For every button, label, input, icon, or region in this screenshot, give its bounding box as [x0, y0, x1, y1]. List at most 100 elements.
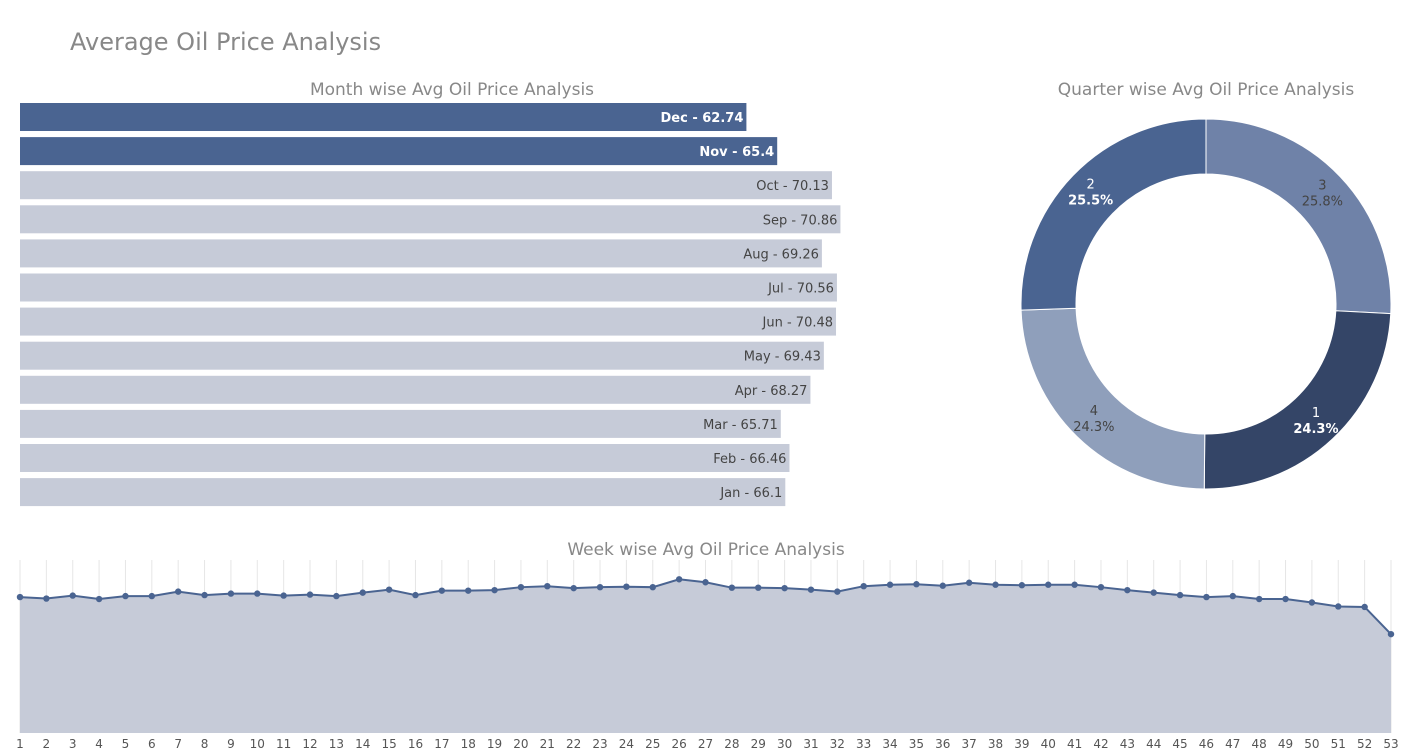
x-tick-label: 40 [1041, 737, 1056, 750]
slice-percent-quarter-2: 25.5% [1068, 193, 1113, 208]
x-tick-label: 19 [487, 737, 502, 750]
quarter-chart-slices: 325.8%124.3%424.3%225.5% [1020, 118, 1392, 490]
x-tick-label: 3 [69, 737, 77, 750]
x-tick-label: 49 [1278, 737, 1293, 750]
x-tick-label: 37 [962, 737, 977, 750]
x-tick-label: 4 [95, 737, 103, 750]
bar-jul [20, 273, 837, 302]
week-point-3 [69, 592, 76, 599]
quarter-donut-chart: Quarter wise Avg Oil Price Analysis 325.… [1020, 80, 1392, 490]
week-point-38 [992, 581, 999, 588]
week-point-15 [385, 586, 393, 593]
bar-jan [20, 478, 786, 507]
week-point-19 [491, 586, 498, 594]
week-point-18 [465, 587, 472, 594]
slice-quarter-4 [1020, 307, 1206, 490]
week-point-40 [1045, 581, 1052, 588]
bar-label-jan: Jan - 66.1 [719, 486, 782, 501]
x-tick-label: 36 [935, 737, 950, 750]
x-tick-label: 30 [777, 737, 792, 750]
week-point-21 [544, 582, 551, 590]
week-point-10 [254, 590, 261, 597]
x-tick-label: 13 [329, 737, 344, 750]
x-tick-label: 53 [1383, 737, 1398, 750]
x-tick-label: 10 [250, 737, 265, 750]
x-tick-label: 9 [227, 737, 235, 750]
x-tick-label: 42 [1093, 737, 1108, 750]
x-tick-label: 50 [1304, 737, 1319, 750]
week-point-34 [886, 581, 894, 588]
slice-label-quarter-4: 4 [1090, 404, 1098, 419]
week-point-29 [755, 584, 762, 591]
month-chart-title: Month wise Avg Oil Price Analysis [310, 80, 594, 100]
bar-sep [20, 205, 841, 234]
x-tick-label: 31 [803, 737, 818, 750]
week-chart-x-ticks: 1 2 3 4 5 6 7 8 9 10 11 12 13 14 15 16 17 18 19 20 21 22 23 24 2… [16, 737, 1398, 750]
x-tick-label: 6 [148, 737, 156, 750]
slice-label-quarter-1: 1 [1312, 406, 1320, 421]
bar-label-nov: Nov - 65.4 [699, 145, 774, 160]
week-point-52 [1361, 603, 1368, 611]
week-point-45 [1176, 591, 1184, 599]
x-tick-label: 1 [16, 737, 24, 750]
page-title: Average Oil Price Analysis [70, 28, 381, 56]
bar-mar [20, 409, 781, 438]
quarter-chart-title: Quarter wise Avg Oil Price Analysis [1058, 80, 1355, 100]
bar-label-feb: Feb - 66.46 [713, 452, 786, 467]
bar-label-oct: Oct - 70.13 [756, 179, 829, 194]
week-point-39 [1018, 582, 1026, 589]
x-tick-label: 8 [201, 737, 209, 750]
x-tick-label: 17 [434, 737, 449, 750]
week-point-16 [412, 591, 419, 599]
bar-label-apr: Apr - 68.27 [735, 384, 808, 399]
slice-percent-quarter-4: 24.3% [1073, 420, 1114, 435]
week-chart-title: Week wise Avg Oil Price Analysis [567, 540, 845, 560]
week-point-30 [781, 584, 788, 592]
week-chart-series [16, 576, 1395, 733]
week-point-24 [623, 583, 630, 590]
slice-quarter-1 [1203, 310, 1392, 490]
bar-oct [20, 171, 832, 200]
x-tick-label: 12 [302, 737, 317, 750]
slice-quarter-2 [1020, 118, 1207, 311]
bar-nov [20, 137, 778, 166]
x-tick-label: 44 [1146, 737, 1161, 750]
x-tick-label: 16 [408, 737, 423, 750]
slice-percent-quarter-1: 24.3% [1293, 422, 1338, 437]
week-point-32 [834, 588, 841, 595]
x-tick-label: 23 [592, 737, 607, 750]
week-point-12 [306, 591, 314, 598]
week-point-36 [939, 582, 946, 589]
week-point-51 [1335, 603, 1342, 610]
x-tick-label: 32 [830, 737, 845, 750]
week-point-47 [1229, 592, 1237, 600]
bar-label-may: May - 69.43 [744, 350, 821, 365]
week-point-31 [807, 586, 815, 593]
x-tick-label: 47 [1225, 737, 1240, 750]
x-tick-label: 28 [724, 737, 739, 750]
x-tick-label: 24 [619, 737, 634, 750]
x-tick-label: 51 [1331, 737, 1346, 750]
week-point-44 [1150, 589, 1157, 596]
x-tick-label: 33 [856, 737, 871, 750]
x-tick-label: 52 [1357, 737, 1372, 750]
x-tick-label: 46 [1199, 737, 1214, 750]
slice-percent-quarter-3: 25.8% [1302, 194, 1343, 209]
bar-apr [20, 375, 811, 404]
x-tick-label: 20 [513, 737, 528, 750]
week-point-27 [702, 579, 709, 586]
x-tick-label: 15 [381, 737, 396, 750]
week-point-1 [16, 593, 24, 601]
week-point-2 [43, 595, 50, 602]
bar-aug [20, 239, 822, 268]
x-tick-label: 34 [882, 737, 897, 750]
bar-dec [20, 103, 747, 131]
week-point-8 [201, 591, 208, 599]
week-point-35 [913, 581, 920, 588]
x-tick-label: 38 [988, 737, 1003, 750]
x-tick-label: 18 [461, 737, 476, 750]
x-tick-label: 43 [1120, 737, 1135, 750]
week-point-4 [95, 595, 103, 603]
